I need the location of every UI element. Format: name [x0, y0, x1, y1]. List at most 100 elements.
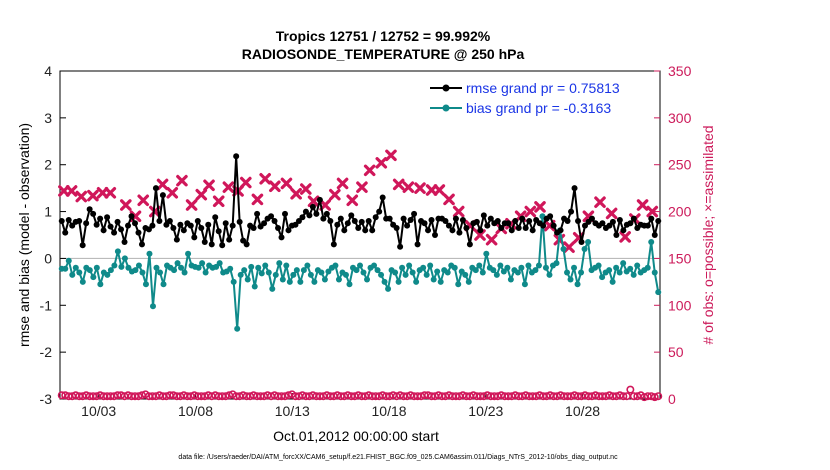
obs-assimilated-point	[251, 193, 264, 206]
bias-point	[490, 267, 497, 274]
rmse-point	[86, 206, 93, 213]
obs-assimilated-point	[185, 199, 198, 211]
rmse-point	[480, 212, 487, 219]
rmse-point	[442, 217, 449, 224]
bias-point	[335, 276, 342, 283]
obs-possible-point	[654, 392, 663, 401]
rmse-point	[568, 208, 575, 215]
bias-point	[237, 271, 244, 278]
bias-point	[581, 246, 588, 253]
rmse-point	[473, 218, 480, 225]
bias-point	[444, 269, 451, 276]
y2-tick-label: 100	[668, 297, 692, 313]
obs-assimilated-point	[646, 205, 659, 218]
rmse-point	[547, 213, 554, 220]
y2-tick-label: 350	[668, 63, 692, 79]
rmse-point	[337, 215, 344, 222]
bias-point	[269, 285, 276, 292]
rmse-point	[212, 214, 219, 221]
rmse-point	[111, 229, 118, 236]
bias-point	[406, 262, 413, 269]
y2-tick-label: 250	[668, 157, 692, 173]
bias-point	[381, 278, 388, 285]
bias-point	[199, 260, 206, 267]
rmse-point	[240, 237, 247, 244]
rmse-point	[411, 210, 418, 217]
bias-point	[135, 262, 142, 269]
bias-point	[609, 278, 616, 285]
rmse-point	[582, 222, 588, 229]
rmse-point	[515, 224, 522, 231]
obs-assimilated-point	[65, 185, 78, 197]
rmse-point	[330, 241, 337, 248]
bias-point	[476, 262, 483, 269]
bias-point	[374, 267, 381, 274]
rmse-point	[261, 220, 268, 227]
rmse-point	[365, 217, 372, 224]
rmse-point	[222, 220, 229, 227]
bias-point	[553, 260, 560, 267]
bias-point	[241, 267, 248, 274]
bias-point	[69, 271, 76, 278]
rmse-point	[299, 214, 306, 221]
bias-point	[392, 269, 399, 276]
rmse-point	[97, 215, 104, 222]
rmse-point	[152, 185, 159, 192]
rmse-point	[445, 222, 452, 229]
obs-assimilated-point	[534, 201, 546, 213]
rmse-point	[505, 220, 512, 227]
bias-point	[234, 325, 241, 332]
rmse-point	[397, 243, 404, 250]
legend-box	[418, 77, 652, 121]
bias-point	[364, 276, 371, 283]
bias-point	[420, 264, 427, 271]
bias-point	[286, 278, 293, 285]
rmse-point	[121, 239, 128, 246]
bias-point	[535, 262, 542, 269]
rmse-point	[557, 227, 564, 234]
obs-assimilated-point	[524, 205, 537, 218]
rmse-point	[376, 208, 383, 215]
rmse-point	[400, 215, 407, 222]
rmse-point	[205, 221, 212, 228]
rmse-point	[180, 227, 187, 234]
bias-point	[357, 262, 363, 269]
bias-point	[304, 262, 311, 269]
bias-point	[290, 271, 297, 278]
bias-point	[121, 255, 128, 262]
obs-assimilated-point	[474, 229, 486, 241]
obs-assimilated-point	[166, 187, 179, 199]
rmse-point	[355, 224, 362, 231]
bias-point	[644, 264, 651, 271]
bias-point	[342, 271, 349, 278]
rmse-point	[229, 222, 236, 229]
bias-point	[493, 271, 500, 278]
rmse-point	[348, 212, 355, 219]
y2-axis-label: # of obs: o=possible; ×=assimilated	[700, 125, 716, 344]
rmse-point	[138, 241, 145, 248]
rmse-point	[177, 221, 184, 228]
bias-point	[472, 267, 479, 274]
rmse-point	[285, 227, 292, 234]
rmse-point	[588, 215, 595, 222]
x-tick-label: 10/18	[372, 403, 407, 419]
legend-rmse-marker	[442, 84, 450, 92]
y-tick-label: 3	[44, 110, 52, 126]
bias-point	[97, 281, 104, 288]
obs-assimilated-point	[120, 199, 132, 211]
rmse-point	[243, 241, 250, 248]
bias-point	[114, 248, 121, 255]
rmse-point	[651, 232, 658, 238]
rmse-point	[145, 226, 152, 233]
rmse-point	[282, 210, 288, 217]
bias-point	[93, 264, 100, 271]
y-tick-label: 0	[44, 250, 52, 266]
rmse-point	[107, 223, 114, 230]
obs-assimilated-point	[346, 194, 359, 207]
rmse-point	[100, 227, 107, 234]
rmse-point	[449, 227, 456, 234]
obs-assimilated-point	[363, 164, 376, 177]
y-tick-label: -1	[40, 297, 53, 313]
rmse-point	[166, 217, 173, 224]
rmse-point	[369, 227, 376, 234]
